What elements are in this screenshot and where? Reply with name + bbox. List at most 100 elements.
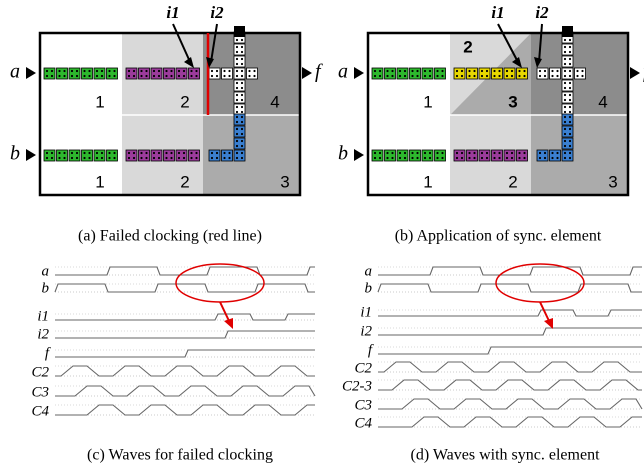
waveform (54, 283, 315, 293)
cell-dot (63, 151, 66, 155)
cell-dot (195, 151, 198, 155)
qca-cell (138, 149, 150, 162)
signal-label: C2 (354, 360, 372, 376)
cell-dot (223, 69, 226, 73)
cell-dot (568, 86, 572, 90)
qca-cell (150, 67, 163, 80)
qca-cell (409, 67, 421, 80)
cell-dot (563, 62, 567, 66)
qca-cell (561, 137, 574, 150)
qca-cell (43, 67, 56, 80)
cell-dot (88, 69, 91, 73)
input-label: a (10, 61, 20, 83)
cell-dot (423, 74, 427, 78)
cell-dot (132, 74, 136, 78)
zone-label: 1 (423, 172, 432, 191)
zone-label: 2 (508, 172, 517, 191)
cell-dot (113, 151, 116, 155)
cell-dot (70, 156, 74, 160)
waveform (378, 416, 642, 428)
cell-dot (182, 151, 186, 155)
signal-label: a (365, 263, 373, 279)
qca-cell (56, 149, 68, 162)
signal-label: b (365, 280, 373, 296)
input-label: a (338, 61, 348, 83)
cell-dot (190, 69, 193, 73)
waveform (378, 266, 642, 276)
cell-dot (240, 110, 244, 114)
qca-cell (421, 149, 434, 162)
qca-cell (43, 149, 56, 162)
cell-dot (505, 69, 509, 73)
cell-dot (551, 151, 554, 155)
annotation: i2 (535, 3, 549, 22)
cell-dot (88, 151, 91, 155)
cell-dot (373, 151, 377, 155)
cell-dot (485, 74, 489, 78)
arrow-head (224, 318, 233, 329)
zone-label: 2 (463, 37, 472, 56)
cell-dot (190, 74, 193, 78)
cell-dot (563, 86, 567, 90)
cell-dot (468, 74, 471, 78)
highlight-arrow (539, 301, 551, 324)
cell-dot (403, 151, 407, 155)
highlight (495, 263, 585, 303)
cell-dot (223, 156, 226, 160)
cell-dot (416, 151, 419, 155)
zone-label: 4 (598, 92, 607, 111)
zone-label: 1 (423, 92, 432, 111)
qca-cell (221, 149, 233, 162)
cell-dot (441, 69, 444, 73)
cell-dot (177, 156, 181, 160)
qca-cell (561, 113, 574, 126)
qca-cell (233, 103, 246, 116)
cell-dot (157, 156, 161, 160)
qca-cell (503, 149, 516, 162)
qca-cell (561, 55, 574, 68)
cell-dot (235, 81, 239, 85)
cell-dot (145, 156, 148, 160)
cell-dot (556, 151, 559, 155)
zone-label: 2 (180, 92, 189, 111)
cell-dot (70, 69, 74, 73)
cell-dot (235, 86, 239, 90)
cell-dot (108, 74, 111, 78)
cell-dot (210, 69, 214, 73)
cell-dot (63, 74, 66, 78)
cell-dot (132, 151, 136, 155)
signal-label: C4 (354, 415, 372, 431)
arrow-head (512, 57, 522, 68)
cell-dot (460, 74, 464, 78)
cell-dot (63, 156, 66, 160)
cell-dot (473, 151, 476, 155)
cell-dot (441, 74, 444, 78)
cell-dot (235, 50, 239, 54)
cell-dot (505, 156, 509, 160)
cell-dot (551, 156, 554, 160)
cell-dot (468, 69, 471, 73)
cell-dot (50, 74, 54, 78)
cell-dot (523, 156, 526, 160)
qca-cell (549, 149, 561, 162)
cell-dot (378, 156, 382, 160)
cell-dot (182, 156, 186, 160)
cell-dot (568, 127, 572, 131)
arrow-head (544, 318, 553, 329)
cell-dot (253, 74, 256, 78)
cell-dot (215, 151, 219, 155)
cell-dot (411, 151, 414, 155)
annotation-arrow (497, 23, 520, 65)
cell-dot (132, 69, 136, 73)
qca-cell (478, 149, 491, 162)
cell-dot (576, 74, 579, 78)
arrow-head (26, 149, 36, 161)
cell-dot (568, 105, 572, 109)
qca-cell (434, 149, 446, 162)
cell-dot (223, 74, 226, 78)
cell-dot (190, 151, 193, 155)
qca-cell (81, 67, 93, 80)
signal-label: C2 (31, 364, 49, 380)
cell-dot (538, 74, 542, 78)
waveform (55, 266, 315, 276)
